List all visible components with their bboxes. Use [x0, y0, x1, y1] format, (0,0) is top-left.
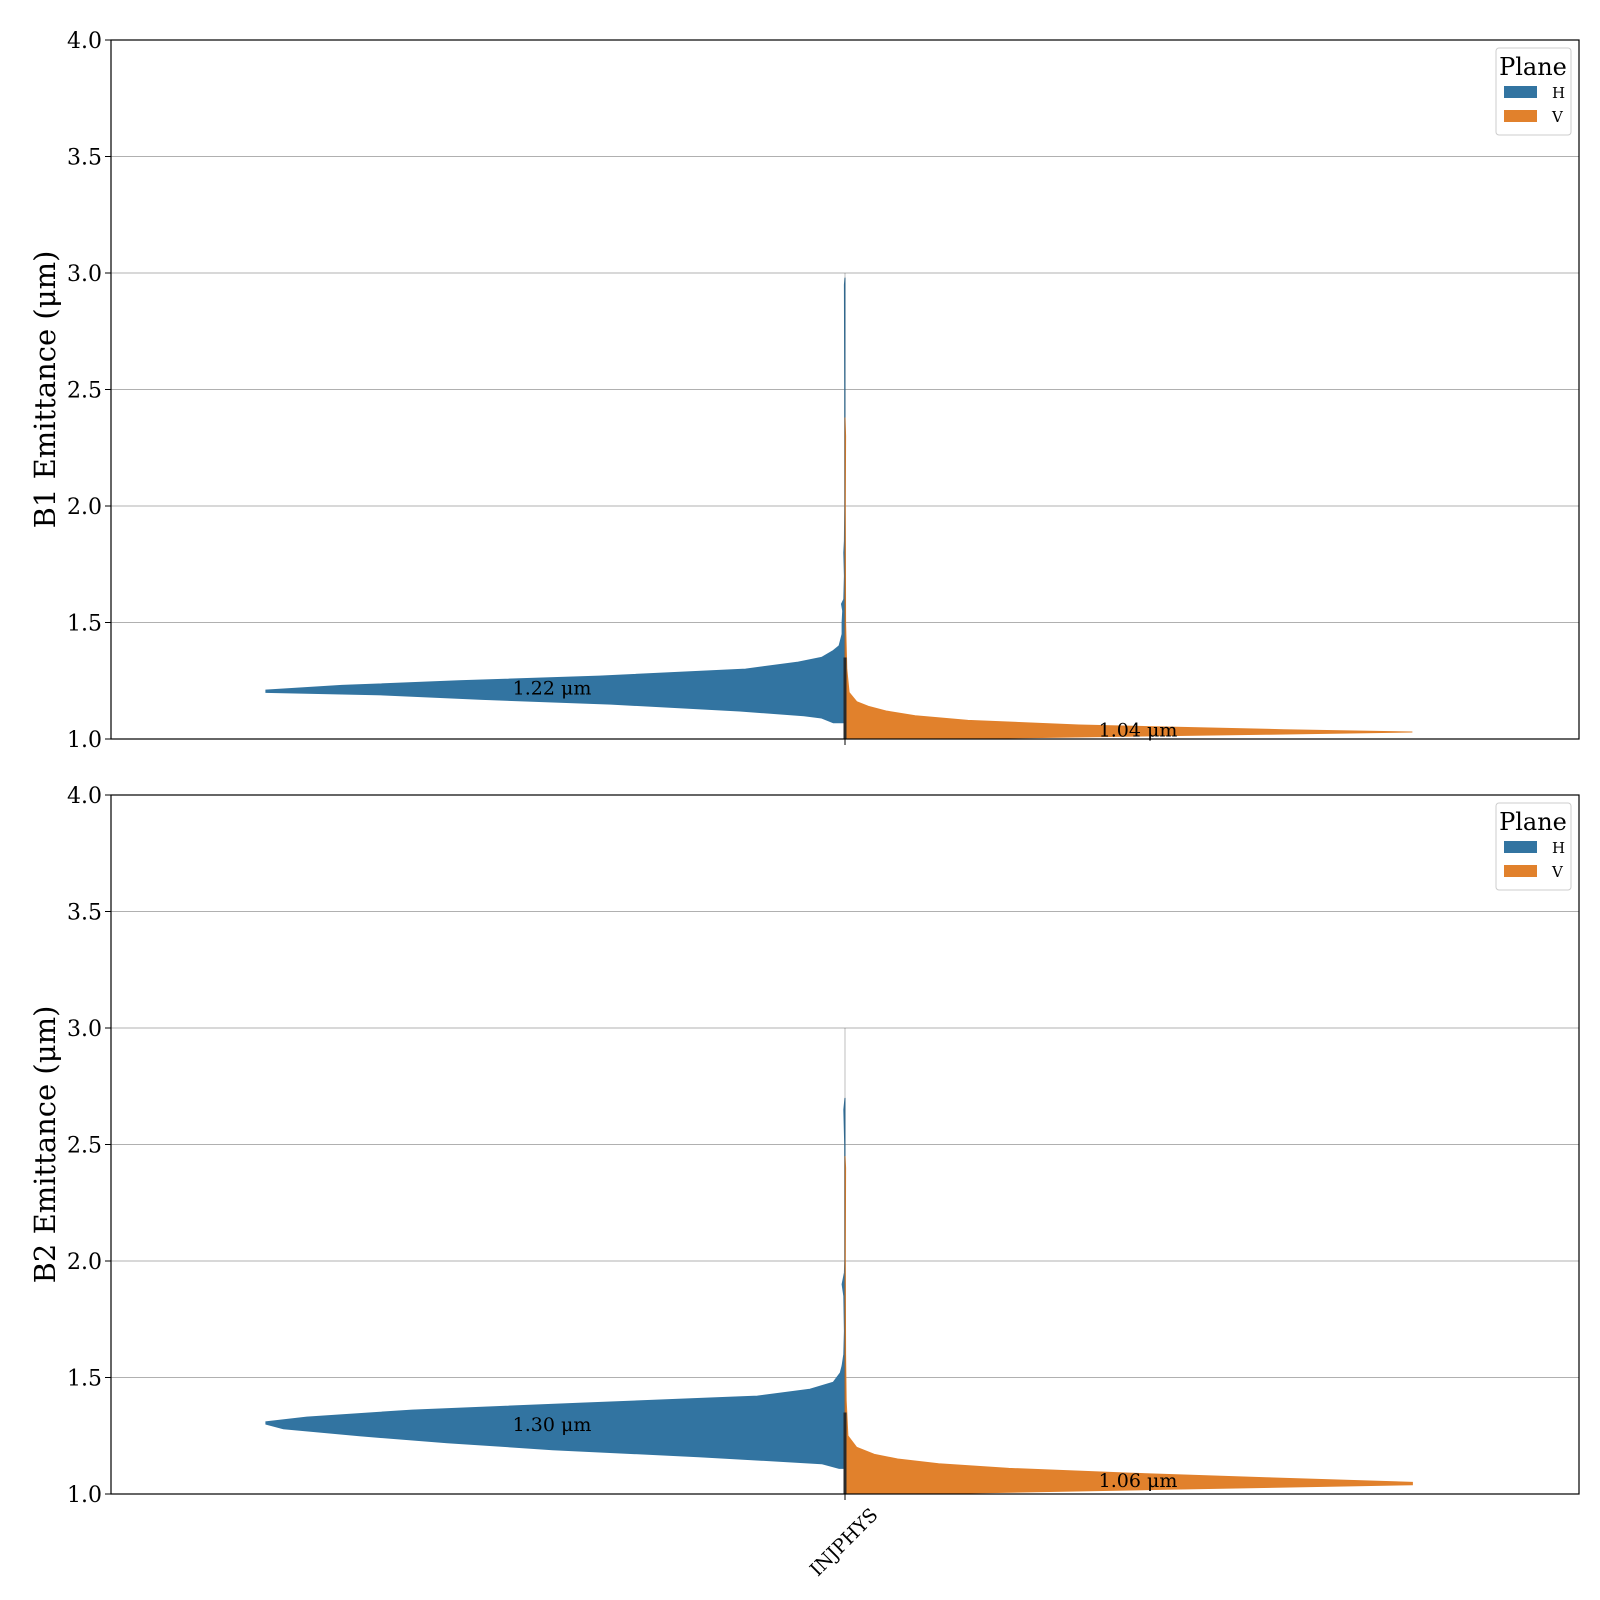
- y-tick-label: 1.5: [67, 612, 102, 637]
- x-tick-label: INJPHYS: [806, 1504, 883, 1581]
- panel-b2: 1.0 1.5 2.0 2.5 3.0 3.5 4.0 1.30 μm 1.06 μm INJPH…: [28, 784, 1580, 1581]
- legend-swatch-v: [1504, 865, 1537, 877]
- y-tick-label: 1.0: [67, 1483, 102, 1508]
- legend-title: Plane: [1499, 808, 1567, 836]
- panel-b1: 1.0 1.5 2.0 2.5 3.0 3.5 4.0 1.22 μm 1.04 μm B1 Em…: [28, 29, 1580, 753]
- y-tick-label: 1.0: [67, 728, 102, 753]
- y-tick-label: 2.0: [67, 495, 102, 520]
- legend-label-h: H: [1552, 839, 1565, 857]
- annotation-v: 1.06 μm: [1099, 1470, 1178, 1492]
- annotation-h: 1.30 μm: [513, 1414, 592, 1436]
- violin-v: [844, 1156, 1413, 1495]
- legend-label-v: V: [1551, 863, 1564, 881]
- y-tick-label: 3.5: [67, 146, 102, 171]
- y-tick-label: 2.5: [67, 1134, 102, 1159]
- axes-frame: [110, 794, 1580, 1495]
- legend-label-h: H: [1552, 84, 1565, 102]
- axes-frame: [110, 39, 1580, 740]
- legend-swatch-v: [1504, 110, 1537, 122]
- y-tick-label: 2.0: [67, 1250, 102, 1275]
- y-tick-label: 3.0: [67, 1017, 102, 1042]
- legend-label-v: V: [1551, 108, 1564, 126]
- legend-swatch-h: [1504, 841, 1537, 853]
- y-tick-label: 3.0: [67, 262, 102, 287]
- annotation-h: 1.22 μm: [513, 678, 592, 700]
- violin-v: [844, 417, 1413, 740]
- y-axis-label: B2 Emittance (μm): [28, 1006, 62, 1284]
- y-tick-label: 3.5: [67, 901, 102, 926]
- y-axis-label: B1 Emittance (μm): [28, 251, 62, 529]
- y-tick-label: 1.5: [67, 1367, 102, 1392]
- y-tick-label: 4.0: [67, 29, 102, 54]
- legend-title: Plane: [1499, 53, 1567, 81]
- y-tick-label: 2.5: [67, 379, 102, 404]
- y-tick-label: 4.0: [67, 784, 102, 809]
- annotation-v: 1.04 μm: [1099, 720, 1178, 742]
- legend-swatch-h: [1504, 86, 1537, 98]
